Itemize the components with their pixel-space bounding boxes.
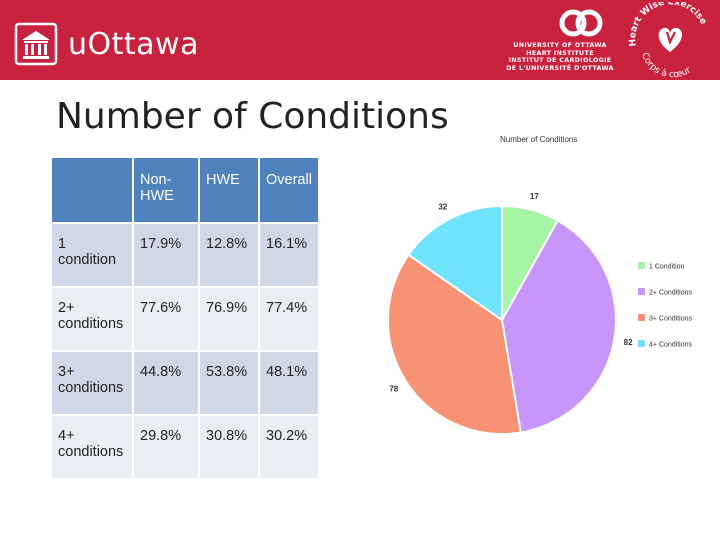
program-logo-bottom-text: Corps à cœur bbox=[639, 51, 693, 78]
pie-value-label: 78 bbox=[389, 384, 398, 393]
svg-text:Corps à cœur: Corps à cœur bbox=[639, 51, 693, 78]
table-cell: 29.8% bbox=[134, 416, 198, 478]
row-label: 2+ conditions bbox=[52, 288, 132, 350]
table-row: 3+ conditions 44.8% 53.8% 48.1% bbox=[52, 352, 318, 414]
institute-line: INSTITUT DE CARDIOLOGIE bbox=[508, 56, 612, 65]
conditions-pie-chart: Number of Conditions 17 82 78 32 1 Conditio… bbox=[387, 135, 693, 435]
row-label: 4+ conditions bbox=[52, 416, 132, 478]
table-cell: 77.6% bbox=[134, 288, 198, 350]
slide-title: Number of Conditions bbox=[56, 96, 449, 137]
institute-line: DE L'UNIVERSITÉ D'OTTAWA bbox=[506, 63, 614, 72]
table-header-cell bbox=[52, 158, 132, 222]
pie-slice bbox=[500, 219, 617, 434]
legend-swatch bbox=[638, 340, 645, 347]
pie-value-label: 17 bbox=[530, 192, 539, 201]
row-label: 1 condition bbox=[52, 224, 132, 286]
table-cell: 77.4% bbox=[260, 288, 318, 350]
institute-line: HEART INSTITUTE bbox=[526, 48, 594, 57]
legend-label: 3+ Conditions bbox=[649, 316, 693, 323]
university-crest-icon bbox=[14, 22, 58, 66]
university-logo[interactable]: uOttawa bbox=[14, 20, 199, 68]
pie-value-label: 82 bbox=[624, 338, 633, 347]
table-cell: 16.1% bbox=[260, 224, 318, 286]
table-cell: 30.2% bbox=[260, 416, 318, 478]
legend-swatch bbox=[638, 262, 645, 269]
institute-line: UNIVERSITY OF OTTAWA bbox=[513, 41, 607, 49]
table-row: 1 condition 17.9% 12.8% 16.1% bbox=[52, 224, 318, 286]
heart-wise-exercise-logo: Heart Wise Exercise Corps à cœur bbox=[628, 2, 708, 78]
table-header-cell: HWE bbox=[200, 158, 258, 222]
row-label: 3+ conditions bbox=[52, 352, 132, 414]
legend-swatch bbox=[638, 288, 645, 295]
heart-institute-name: UNIVERSITY OF OTTAWA HEART INSTITUTE INS… bbox=[500, 41, 620, 72]
table-cell: 53.8% bbox=[200, 352, 258, 414]
table-cell: 48.1% bbox=[260, 352, 318, 414]
pie-slice bbox=[387, 253, 522, 435]
table-header-cell: Non-HWE bbox=[134, 158, 198, 222]
university-logo-text: uOttawa bbox=[68, 26, 199, 62]
header-banner: uOttawa UNIVERSITY OF OTTAWA HEART INSTI… bbox=[0, 0, 720, 80]
table-header-cell: Overall bbox=[260, 158, 318, 222]
table-cell: 17.9% bbox=[134, 224, 198, 286]
legend-swatch bbox=[638, 314, 645, 321]
pie-value-label: 32 bbox=[438, 203, 447, 212]
table-cell: 76.9% bbox=[200, 288, 258, 350]
pie-slice bbox=[407, 204, 503, 322]
conditions-table: Non-HWE HWE Overall 1 condition 17.9% 12… bbox=[50, 156, 320, 480]
table-header-row: Non-HWE HWE Overall bbox=[52, 158, 318, 222]
legend-label: 1 Condition bbox=[649, 264, 685, 271]
table-cell: 12.8% bbox=[200, 224, 258, 286]
table-row: 4+ conditions 29.8% 30.8% 30.2% bbox=[52, 416, 318, 478]
heart-institute-logo-icon bbox=[559, 9, 603, 37]
table-cell: 30.8% bbox=[200, 416, 258, 478]
chart-title: Number of Conditions bbox=[500, 135, 577, 144]
legend-label: 4+ Conditions bbox=[649, 342, 693, 349]
table-cell: 44.8% bbox=[134, 352, 198, 414]
legend-label: 2+ Conditions bbox=[649, 290, 693, 297]
table-row: 2+ conditions 77.6% 76.9% 77.4% bbox=[52, 288, 318, 350]
